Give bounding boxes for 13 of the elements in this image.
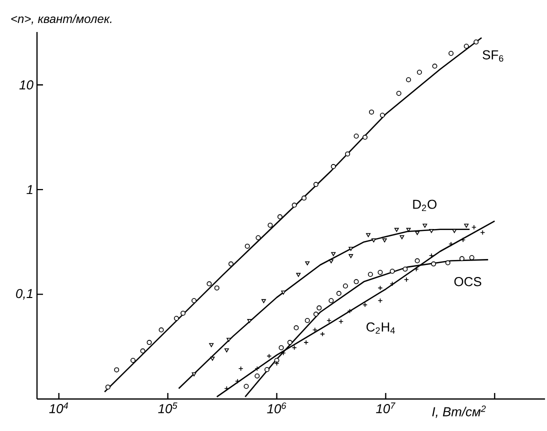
x-tick-label: 10$^{6}$ xyxy=(267,402,286,414)
y-tick-label: 1 xyxy=(26,185,32,194)
x-tick-label: 10$^{5}$ xyxy=(158,402,178,414)
x-tick-label: 10$^{4}$ xyxy=(49,402,68,414)
series-label: D$_{2}$O xyxy=(413,200,436,211)
series-label: OCS xyxy=(454,277,482,286)
y-axis-title: <n>, квант/молек. xyxy=(11,14,112,24)
series-label: C$_{2}$H$_{4}$ xyxy=(366,322,395,334)
x-tick-label: 10$^{7}$ xyxy=(376,402,396,414)
y-tick-label: 10 xyxy=(19,80,34,90)
y-tick-label: 0,1 xyxy=(16,288,32,300)
x-axis-title: I, Вт/см$^{2}$ xyxy=(432,406,486,418)
series-label: SF$_{6}$ xyxy=(482,50,504,62)
